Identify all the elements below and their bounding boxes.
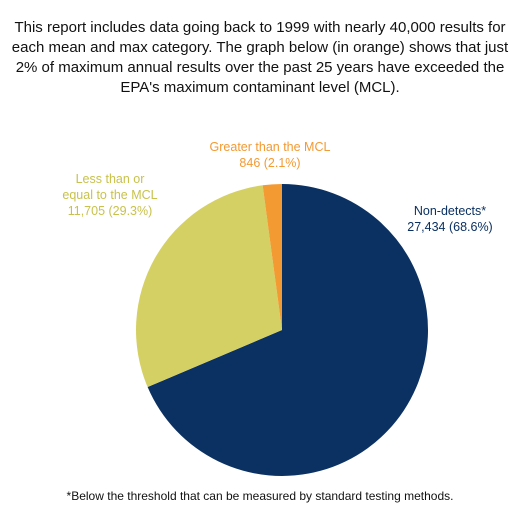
slice-value-label: 11,705 (29.3%)	[67, 204, 153, 218]
slice-label: Non-detects* 27,434 (68.6%)	[385, 203, 515, 235]
slice-name: Less than or equal to the MCL	[62, 172, 158, 202]
slice-value-label: 846 (2.1%)	[239, 156, 301, 170]
pie-slice	[147, 184, 428, 476]
footnote: *Below the threshold that can be measure…	[66, 489, 454, 503]
slice-label: Less than or equal to the MCL 11,705 (29.…	[45, 171, 175, 219]
pie-slice	[262, 184, 282, 330]
slice-name: Greater than the MCL	[209, 140, 331, 154]
intro-text: This report includes data going back to …	[11, 19, 509, 96]
slice-value-label: 27,434 (68.6%)	[407, 220, 493, 234]
slice-label: Greater than the MCL 846 (2.1%)	[195, 139, 345, 171]
pie-slice	[136, 185, 282, 388]
slice-name: Non-detects*	[413, 204, 487, 218]
